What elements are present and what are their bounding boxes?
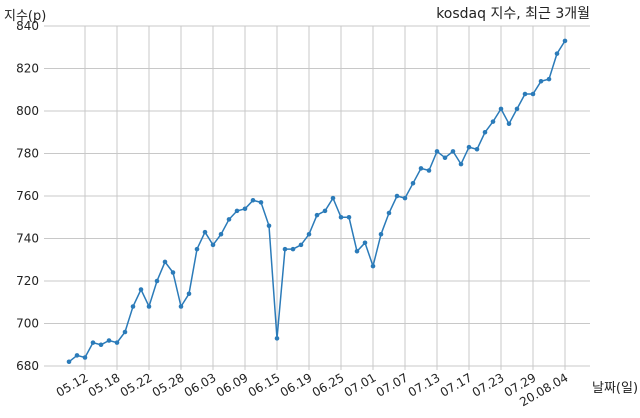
data-point [178,304,184,309]
x-axis-label: 날짜(일) [592,381,638,396]
data-points [66,38,568,365]
x-tick-label: 06.19 [278,370,315,399]
data-point [266,223,272,229]
y-tick-label: 700 [16,317,39,331]
data-point [66,359,72,365]
data-point [354,248,360,254]
data-point [450,149,456,154]
data-point [410,180,416,186]
y-tick-label: 840 [16,19,39,33]
data-point [322,208,328,214]
data-point [186,291,192,297]
data-point [482,129,488,135]
data-point [162,259,168,265]
data-point [458,161,464,167]
data-point [314,212,320,218]
y-tick-label: 740 [16,232,39,246]
data-point [546,76,552,82]
data-point [170,270,176,275]
data-point [514,106,520,112]
x-tick-label: 07.07 [374,370,411,399]
data-point [394,193,400,199]
x-tick-label: 07.17 [438,370,475,399]
data-point [250,197,256,203]
data-point [242,206,248,212]
data-point [498,106,504,112]
data-point [218,231,224,237]
y-axis-ticks: 680 700 720 740 760 780 800 820 840 [16,19,39,373]
grid [44,25,590,370]
data-point [274,336,280,341]
data-point [226,217,232,222]
data-point [106,338,112,343]
data-point [362,240,368,246]
data-point [138,287,144,292]
data-point [122,329,128,335]
data-point [554,51,560,56]
y-tick-label: 760 [16,189,39,203]
chart-title: kosdaq 지수, 최근 3개월 [436,6,590,22]
data-point [114,340,120,345]
x-tick-label: 05.12 [54,370,91,399]
x-tick-label: 05.28 [150,370,187,399]
data-point [370,263,376,269]
x-axis-ticks: 05.1205.1805.2205.2806.0306.0906.1506.19… [54,370,571,409]
y-tick-label: 680 [16,359,39,373]
data-point [98,342,104,348]
data-point [530,91,536,97]
data-point [330,195,336,201]
data-point [298,242,304,248]
y-tick-label: 720 [16,274,39,288]
data-point [402,195,408,201]
data-point [418,166,424,171]
data-point [426,168,432,173]
data-point [386,210,392,216]
data-point [442,155,448,161]
data-point [74,353,80,358]
data-point [90,340,96,345]
x-tick-label: 06.03 [182,370,219,399]
data-point [466,144,472,150]
data-point [282,246,288,252]
data-point [378,231,384,237]
data-point [506,121,512,127]
data-point [538,78,544,84]
data-point [434,149,440,154]
x-tick-label: 07.01 [342,370,379,399]
data-point [210,242,216,248]
data-point [202,229,208,235]
x-tick-label: 07.23 [470,370,507,399]
y-axis-label: 지수(p) [4,9,46,24]
data-point [154,278,160,284]
data-point [82,355,88,360]
y-tick-label: 780 [16,147,39,161]
data-point [146,304,152,309]
x-tick-label: 06.09 [214,370,251,399]
data-point [194,246,200,252]
x-tick-label: 05.22 [118,370,155,399]
x-tick-label: 07.13 [406,370,443,399]
y-tick-label: 800 [16,104,39,118]
data-point [338,214,344,220]
data-point [258,200,264,205]
y-tick-label: 820 [16,62,39,76]
data-point [306,231,312,237]
data-point [562,38,568,44]
data-point [130,304,136,309]
data-point [522,91,528,97]
x-tick-label: 05.18 [86,370,123,399]
data-point [346,214,352,220]
data-point [490,119,496,124]
x-tick-label: 06.15 [246,370,283,399]
data-point [474,146,480,152]
data-point [290,246,296,252]
data-point [234,208,240,214]
x-tick-label: 06.25 [310,370,347,399]
series-line [68,40,566,363]
